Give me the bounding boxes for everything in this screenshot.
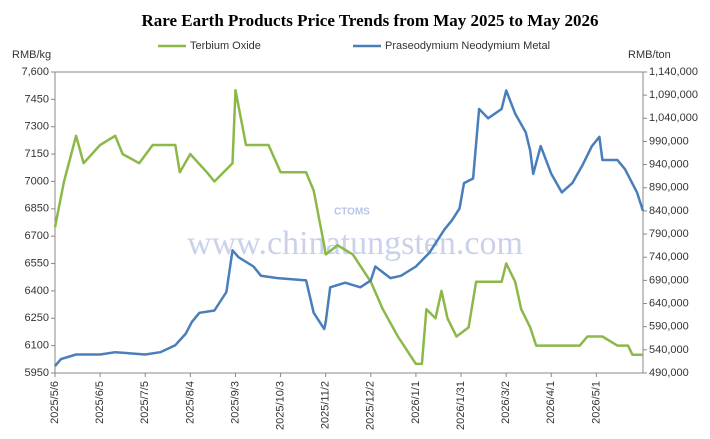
- x-tick-label: 2026/1/1: [410, 381, 422, 424]
- x-tick-label: 2025/9/3: [229, 381, 241, 424]
- y-tick-label: 7000: [25, 175, 49, 187]
- y2-tick-label: 740,000: [649, 251, 689, 263]
- x-tick-label: 2026/3/2: [500, 381, 512, 424]
- x-tick-label: 2026/4/1: [545, 381, 557, 424]
- y-axis-label: RMB/kg: [12, 49, 51, 61]
- y2-axis-label: RMB/ton: [628, 49, 671, 61]
- y2-tick-label: 540,000: [649, 344, 689, 356]
- x-tick-label: 2025/5/6: [49, 381, 61, 424]
- x-tick-label: 2025/8/4: [184, 381, 196, 424]
- y-tick-label: 6850: [25, 203, 49, 215]
- logo: CTOMS: [334, 207, 370, 218]
- series-line: [53, 88, 643, 366]
- y2-tick-label: 840,000: [649, 205, 689, 217]
- x-tick-label: 2025/11/2: [320, 381, 332, 429]
- legend-label: Praseodymium Neodymium Metal: [385, 40, 550, 52]
- y-tick-label: 6250: [25, 312, 49, 324]
- y2-tick-label: 1,040,000: [649, 112, 698, 124]
- y-tick-label: 6100: [25, 340, 49, 352]
- y-tick-label: 7150: [25, 148, 49, 160]
- x-tick-label: 2025/12/2: [365, 381, 377, 430]
- y2-tick-label: 940,000: [649, 159, 689, 171]
- x-tick-label: 2025/10/3: [274, 381, 286, 430]
- y-tick-label: 7,600: [21, 66, 49, 78]
- y-tick-label: 7450: [25, 93, 49, 105]
- y2-tick-label: 590,000: [649, 321, 689, 333]
- y2-tick-label: 1,090,000: [649, 89, 698, 101]
- y2-tick-label: 640,000: [649, 297, 689, 309]
- y-tick-label: 6400: [25, 285, 49, 297]
- y-tick-label: 5950: [25, 367, 49, 379]
- y2-tick-label: 1,140,000: [649, 66, 698, 78]
- legend-label: Terbium Oxide: [190, 40, 261, 52]
- y2-tick-label: 990,000: [649, 135, 689, 147]
- x-tick-label: 2025/7/5: [139, 381, 151, 424]
- y-tick-label: 6700: [25, 230, 49, 242]
- y2-tick-label: 890,000: [649, 182, 689, 194]
- y-tick-label: 7300: [25, 121, 49, 133]
- chart-title: Rare Earth Products Price Trends from Ma…: [141, 11, 598, 30]
- y2-tick-label: 490,000: [649, 367, 689, 379]
- plot-area: [54, 71, 644, 374]
- series-line: [54, 89, 645, 367]
- y2-tick-label: 690,000: [649, 274, 689, 286]
- x-tick-label: 2026/1/31: [455, 381, 467, 430]
- y-tick-label: 6550: [25, 257, 49, 269]
- y2-tick-label: 790,000: [649, 228, 689, 240]
- x-tick-label: 2025/6/5: [94, 381, 106, 424]
- x-tick-label: 2026/5/1: [590, 381, 602, 424]
